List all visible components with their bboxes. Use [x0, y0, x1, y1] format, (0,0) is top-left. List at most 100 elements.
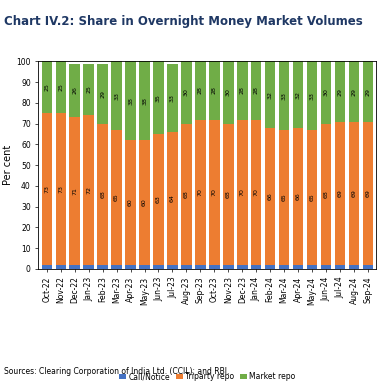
Bar — [98, 265, 108, 269]
Bar — [223, 265, 233, 269]
Bar — [181, 265, 192, 269]
Bar — [181, 61, 192, 124]
Bar — [195, 119, 205, 265]
Bar — [56, 113, 66, 265]
Text: 29: 29 — [351, 88, 356, 96]
Text: 69: 69 — [338, 189, 343, 197]
Bar — [70, 63, 80, 118]
Text: 68: 68 — [184, 190, 189, 198]
Text: 32: 32 — [268, 91, 273, 99]
Bar — [139, 140, 150, 265]
Bar — [167, 265, 178, 269]
Bar — [153, 265, 164, 269]
Bar — [321, 265, 331, 269]
Bar — [265, 61, 275, 128]
Bar — [70, 265, 80, 269]
Bar — [111, 130, 122, 265]
Text: 29: 29 — [338, 88, 343, 96]
Text: 28: 28 — [198, 86, 203, 94]
Bar — [265, 128, 275, 265]
Text: 29: 29 — [100, 89, 105, 98]
Text: Sources: Clearing Corporation of India Ltd. (CCIL); and RBI.: Sources: Clearing Corporation of India L… — [4, 367, 229, 376]
Bar — [307, 130, 317, 265]
Text: 70: 70 — [240, 188, 245, 196]
Text: 28: 28 — [240, 86, 245, 94]
Bar — [56, 61, 66, 113]
Bar — [349, 122, 359, 265]
Bar — [293, 128, 303, 265]
Bar — [111, 61, 122, 130]
Text: 73: 73 — [44, 185, 49, 193]
Bar — [125, 265, 136, 269]
Text: Chart IV.2: Share in Overnight Money Market Volumes: Chart IV.2: Share in Overnight Money Mar… — [4, 15, 362, 28]
Text: 72: 72 — [86, 186, 91, 194]
Text: 26: 26 — [72, 86, 77, 94]
Text: 33: 33 — [310, 92, 314, 100]
Bar — [223, 124, 233, 265]
Text: 71: 71 — [72, 187, 77, 195]
Bar — [251, 119, 262, 265]
Bar — [363, 265, 373, 269]
Bar — [335, 122, 345, 265]
Bar — [265, 265, 275, 269]
Bar — [153, 61, 164, 134]
Bar — [293, 265, 303, 269]
Bar — [153, 134, 164, 265]
Bar — [83, 115, 94, 265]
Text: 30: 30 — [184, 89, 189, 96]
Text: 65: 65 — [310, 194, 314, 201]
Bar — [83, 265, 94, 269]
Bar — [41, 265, 52, 269]
Legend: Call/Notice, Triparty repo, Market repo: Call/Notice, Triparty repo, Market repo — [119, 372, 296, 381]
Bar — [279, 61, 290, 130]
Text: 60: 60 — [128, 199, 133, 206]
Bar — [335, 61, 345, 122]
Bar — [279, 130, 290, 265]
Text: 70: 70 — [212, 188, 217, 196]
Text: 32: 32 — [296, 91, 301, 99]
Bar — [307, 61, 317, 130]
Text: 29: 29 — [366, 88, 371, 96]
Text: 68: 68 — [100, 190, 105, 198]
Bar — [195, 265, 205, 269]
Text: 66: 66 — [268, 192, 273, 200]
Text: 28: 28 — [254, 86, 259, 94]
Y-axis label: Per cent: Per cent — [3, 145, 13, 185]
Bar — [349, 265, 359, 269]
Bar — [209, 265, 220, 269]
Bar — [209, 119, 220, 265]
Text: 69: 69 — [351, 189, 356, 197]
Bar — [111, 265, 122, 269]
Bar — [41, 113, 52, 265]
Text: 25: 25 — [44, 83, 49, 91]
Bar — [321, 124, 331, 265]
Bar — [223, 61, 233, 124]
Text: 68: 68 — [324, 190, 329, 198]
Bar — [98, 63, 108, 124]
Bar — [321, 61, 331, 124]
Bar — [237, 61, 248, 119]
Bar — [83, 63, 94, 115]
Text: 63: 63 — [156, 195, 161, 203]
Bar — [209, 61, 220, 119]
Bar — [237, 265, 248, 269]
Text: 25: 25 — [58, 83, 63, 91]
Text: 33: 33 — [170, 94, 175, 102]
Text: 66: 66 — [296, 192, 301, 200]
Text: 30: 30 — [226, 89, 231, 96]
Bar — [335, 265, 345, 269]
Text: 68: 68 — [226, 190, 231, 198]
Bar — [139, 61, 150, 140]
Bar — [98, 124, 108, 265]
Text: 60: 60 — [142, 199, 147, 206]
Text: 38: 38 — [128, 97, 133, 105]
Text: 35: 35 — [156, 94, 161, 102]
Bar — [70, 118, 80, 265]
Bar — [251, 61, 262, 119]
Bar — [279, 265, 290, 269]
Bar — [293, 61, 303, 128]
Bar — [56, 265, 66, 269]
Text: 25: 25 — [86, 86, 91, 93]
Text: 69: 69 — [366, 189, 371, 197]
Text: 33: 33 — [281, 92, 287, 100]
